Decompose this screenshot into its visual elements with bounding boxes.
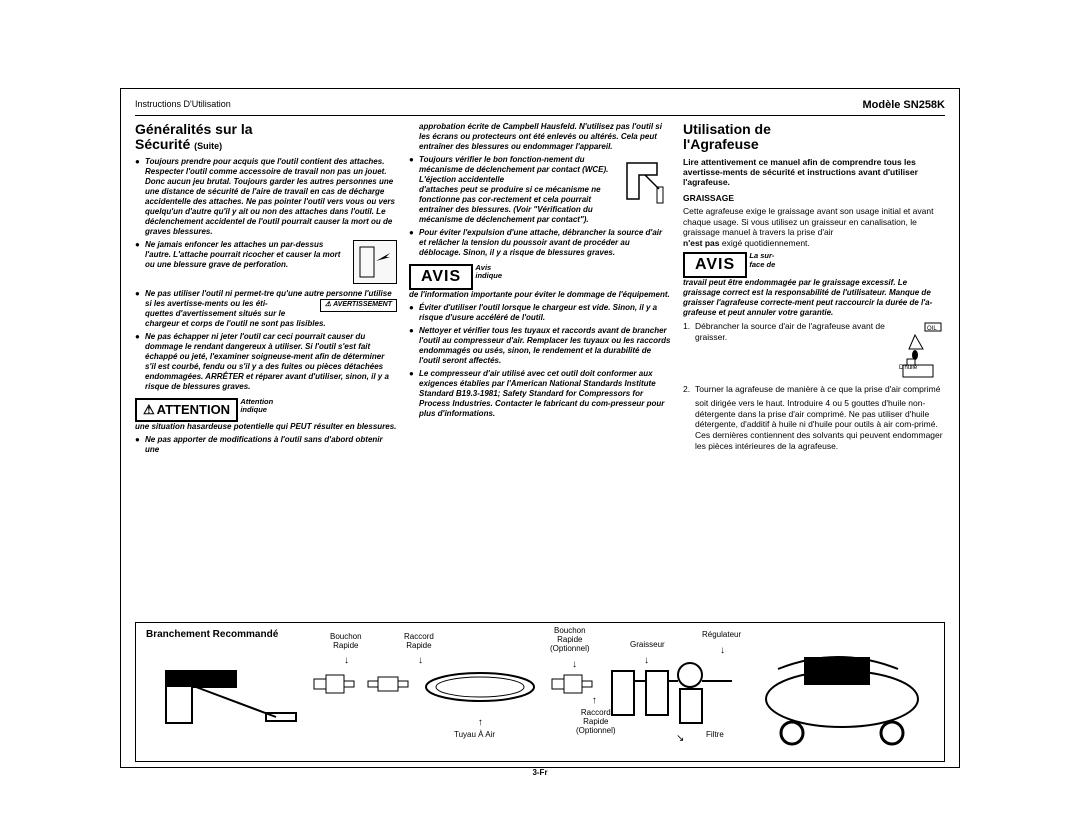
arrow-icon: ↓ — [418, 655, 423, 666]
title-line1: Généralités sur la — [135, 121, 253, 137]
section-title-utilisation: Utilisation de l'Agrafeuse — [683, 122, 945, 153]
bullet-text: Ne jamais enfoncer les attaches un par-d… — [145, 240, 397, 286]
shape-plug — [312, 673, 356, 695]
title-line1: Utilisation de — [683, 121, 771, 137]
figure-oil: OIL D'huile — [897, 321, 945, 381]
intro-text: Lire attentivement ce manuel afin de com… — [683, 157, 945, 188]
avis-label: AVIS — [409, 264, 473, 290]
shape-frl — [606, 659, 736, 739]
header-left: Instructions D'Utilisation — [135, 99, 231, 111]
subheading-graissage: GRAISSAGE — [683, 193, 945, 204]
figure-ricochet — [353, 240, 397, 284]
oil-caption: D'huile — [899, 365, 918, 371]
shape-hose — [420, 667, 540, 707]
shape-stapler — [156, 661, 306, 741]
list-text: Tourner la agrafeuse de manière à ce que… — [695, 384, 940, 395]
shape-compressor — [752, 651, 932, 747]
list-text: OIL D'huile Débrancher la source d'air d… — [695, 321, 945, 381]
manual-page: Instructions D'Utilisation Modèle SN258K… — [120, 88, 960, 768]
bullet: ● Toujours vérifier le bon fonction-neme… — [409, 155, 671, 225]
diagram-title: Branchement Recommandé — [146, 629, 934, 640]
bullet-text: Toujours prendre pour acquis que l'outil… — [145, 157, 397, 237]
avis-label: AVIS — [683, 252, 747, 278]
page-number: 3-Fr — [135, 768, 945, 777]
content-columns: Généralités sur la Sécurité (Suite) ●Tou… — [135, 122, 945, 612]
avis-text: travail peut être endommagée par le grai… — [683, 278, 945, 318]
avis-block: AVIS La sur-face de — [683, 252, 945, 278]
paragraph: Cette agrafeuse exige le graissage avant… — [683, 206, 945, 238]
page-header: Instructions D'Utilisation Modèle SN258K — [135, 99, 945, 113]
bullet: ●Ne pas échapper ni jeter l'outil car ce… — [135, 332, 397, 392]
attention-side: Attentionindique — [240, 398, 273, 415]
avis-block: AVIS Avisindique — [409, 264, 671, 290]
model-number: Modèle SN258K — [862, 99, 945, 111]
title-line2: l'Agrafeuse — [683, 136, 759, 152]
column-1: Généralités sur la Sécurité (Suite) ●Tou… — [135, 122, 397, 612]
title-suite: (Suite) — [194, 141, 222, 151]
bullet-text: Toujours vérifier le bon fonction-nement… — [419, 155, 671, 225]
list-item: 2.Tourner la agrafeuse de manière à ce q… — [683, 384, 945, 395]
bullet: ● Ne pas utiliser l'outil ni permet-tre … — [135, 289, 397, 329]
paragraph: n'est pas exigé quotidiennement. — [683, 238, 945, 249]
paragraph: soit dirigée vers le haut. Introduire 4 … — [695, 398, 945, 451]
arrow-icon: ↓ — [344, 655, 349, 666]
bullet-text: Ne pas échapper ni jeter l'outil car cec… — [145, 332, 397, 392]
bullet: ● Ne jamais enfoncer les attaches un par… — [135, 240, 397, 286]
column-2: approbation écrite de Campbell Hausfeld.… — [409, 122, 671, 612]
label-bouchon-optionnel: BouchonRapide(Optionnel) — [550, 627, 590, 653]
bullet-text: Le compresseur d'air utilisé avec cet ou… — [419, 369, 671, 419]
diagram-branchement: Branchement Recommandé BouchonRapide Rac… — [135, 622, 945, 762]
arrow-icon: ↓ — [572, 659, 577, 670]
arrow-icon: ↓ — [720, 645, 725, 656]
bullet: ●Nettoyer et vérifier tous les tuyaux et… — [409, 326, 671, 366]
title-line2: Sécurité — [135, 136, 190, 152]
arrow-icon: ↓ — [592, 695, 597, 706]
bullet: ●Éviter d'utiliser l'outil lorsque le ch… — [409, 303, 671, 323]
bullet: ●Ne pas apporter de modifications à l'ou… — [135, 435, 397, 455]
attention-block: ATTENTION Attentionindique — [135, 398, 397, 422]
header-rule — [135, 115, 945, 116]
label-bouchon-rapide: BouchonRapide — [330, 633, 362, 651]
arrow-icon: ↓ — [478, 717, 483, 728]
arrow-icon: ↘ — [676, 733, 684, 744]
label-filtre: Filtre — [706, 731, 724, 740]
label-regulateur: Régulateur — [702, 631, 741, 640]
label-raccord-rapide: RaccordRapide — [404, 633, 434, 651]
svg-text:OIL: OIL — [927, 326, 937, 332]
bullet: ●Pour éviter l'expulsion d'une attache, … — [409, 228, 671, 258]
shape-plug-2 — [550, 673, 594, 695]
bullet-text: Pour éviter l'expulsion d'une attache, d… — [419, 228, 671, 258]
bullet-text: Ne pas apporter de modifications à l'out… — [145, 435, 397, 455]
attention-text: une situation hasardeuse potentielle qui… — [135, 422, 397, 432]
bullet-text: Ne pas utiliser l'outil ni permet-tre qu… — [145, 289, 397, 329]
avis-text: de l'information importante pour éviter … — [409, 290, 671, 300]
label-raccord-optionnel: RaccordRapide(Optionnel) — [576, 709, 616, 735]
avis-side: Avisindique — [475, 264, 502, 281]
continuation-text: approbation écrite de Campbell Hausfeld.… — [419, 122, 671, 152]
column-3: Utilisation de l'Agrafeuse Lire attentiv… — [683, 122, 945, 612]
bullet: ●Le compresseur d'air utilisé avec cet o… — [409, 369, 671, 419]
bullet: ●Toujours prendre pour acquis que l'outi… — [135, 157, 397, 237]
attention-label: ATTENTION — [135, 398, 238, 422]
avis-side: La sur-face de — [749, 252, 775, 269]
figure-tool — [619, 155, 671, 211]
label-tuyau: Tuyau À Air — [454, 731, 495, 740]
section-title-securite: Généralités sur la Sécurité (Suite) — [135, 122, 397, 153]
shape-coupler — [366, 673, 410, 695]
bullet-text: Éviter d'utiliser l'outil lorsque le cha… — [419, 303, 671, 323]
label-graisseur: Graisseur — [630, 641, 665, 650]
bullet-text: Nettoyer et vérifier tous les tuyaux et … — [419, 326, 671, 366]
list-item: 1. OIL D'huile Débrancher la source d'ai… — [683, 321, 945, 381]
avertissement-label: AVERTISSEMENT — [320, 299, 397, 312]
